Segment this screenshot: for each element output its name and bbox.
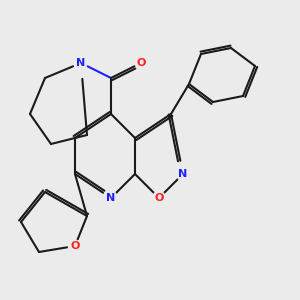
Text: N: N [76,58,85,68]
Text: O: O [154,193,164,203]
Text: O: O [136,58,146,68]
Text: N: N [106,193,116,203]
Text: N: N [178,169,188,179]
Text: O: O [70,241,80,251]
